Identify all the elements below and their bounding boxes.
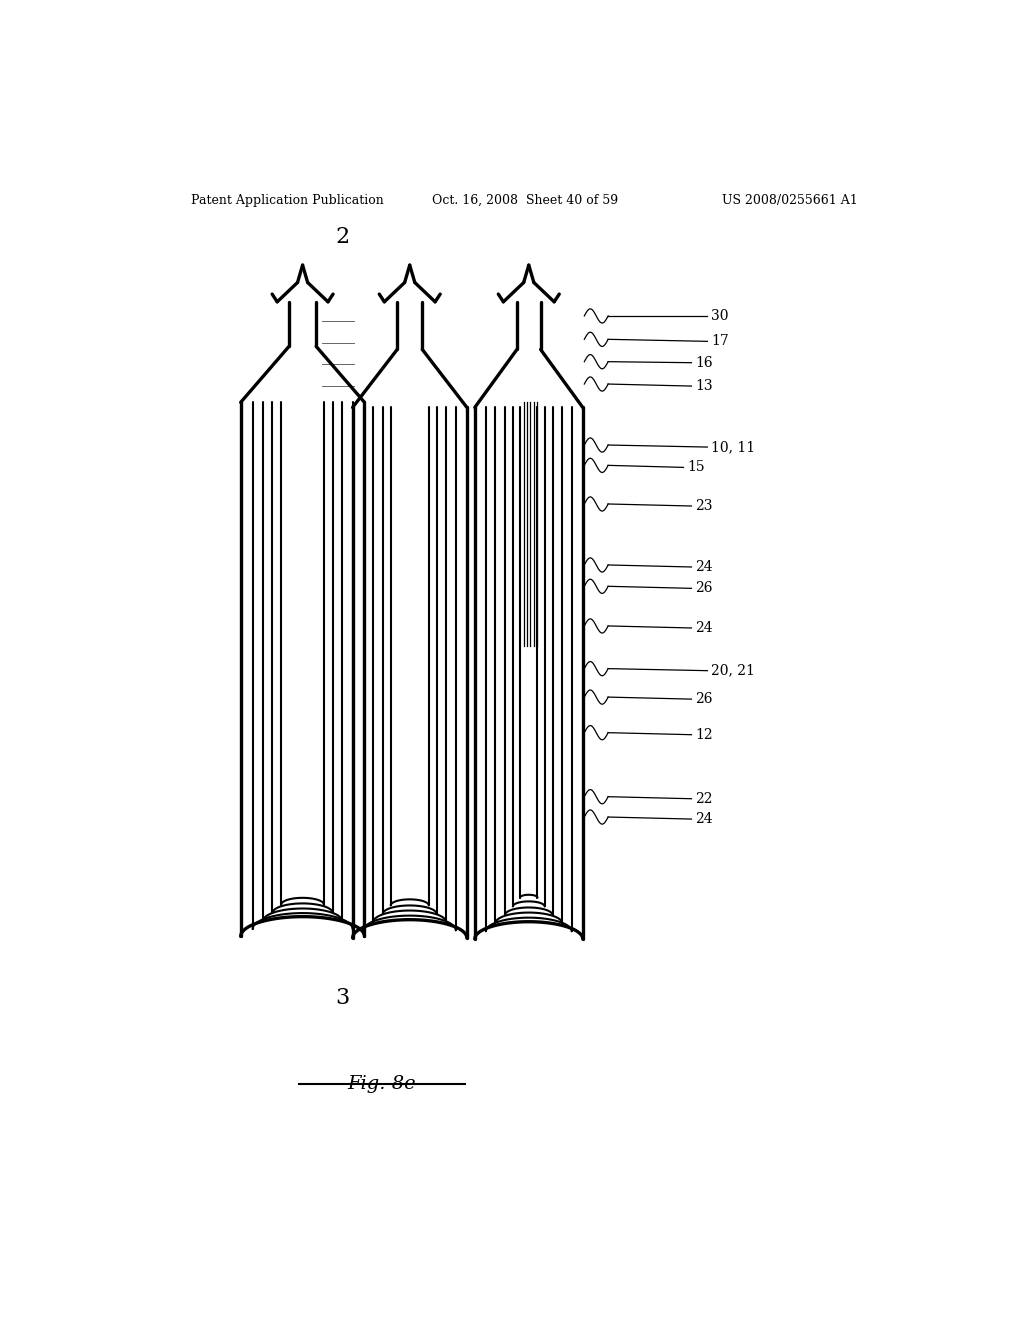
Text: 17: 17 (712, 334, 729, 348)
Text: 16: 16 (695, 355, 713, 370)
Text: 15: 15 (687, 461, 706, 474)
Text: Patent Application Publication: Patent Application Publication (191, 194, 384, 207)
Text: 24: 24 (695, 812, 713, 826)
Text: 26: 26 (695, 692, 713, 706)
Text: 12: 12 (695, 727, 713, 742)
Text: 26: 26 (695, 581, 713, 595)
Text: 30: 30 (712, 309, 729, 323)
Text: 10, 11: 10, 11 (712, 440, 756, 454)
Text: 2: 2 (335, 227, 349, 248)
Text: Fig. 8e: Fig. 8e (347, 1076, 417, 1093)
Text: 3: 3 (335, 987, 349, 1008)
Text: 24: 24 (695, 620, 713, 635)
Text: US 2008/0255661 A1: US 2008/0255661 A1 (722, 194, 858, 207)
Text: 20, 21: 20, 21 (712, 664, 755, 677)
Text: 23: 23 (695, 499, 713, 513)
Text: 22: 22 (695, 792, 713, 805)
Text: 24: 24 (695, 560, 713, 574)
Text: 13: 13 (695, 379, 713, 393)
Text: Oct. 16, 2008  Sheet 40 of 59: Oct. 16, 2008 Sheet 40 of 59 (432, 194, 617, 207)
